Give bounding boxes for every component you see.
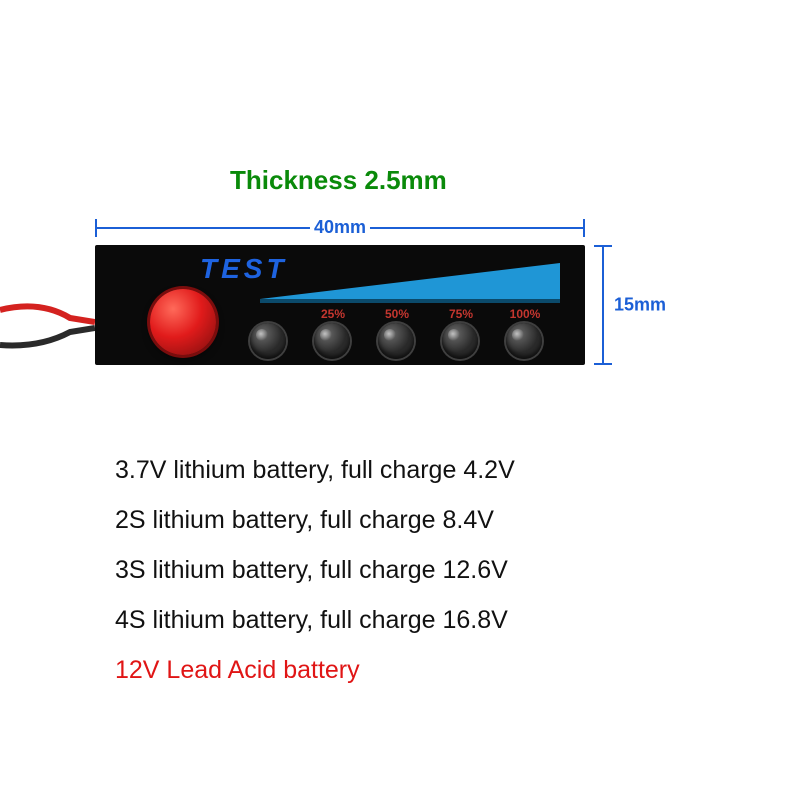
led-indicator — [378, 323, 414, 359]
wire-red — [0, 306, 95, 322]
wires-icon — [0, 300, 95, 350]
thickness-title: Thickness 2.5mm — [230, 165, 447, 196]
width-dim-label: 40mm — [310, 217, 370, 238]
spec-line: 3.7V lithium battery, full charge 4.2V — [115, 445, 515, 495]
percent-label: 50% — [379, 307, 415, 321]
width-dim-tick-left — [95, 219, 97, 237]
wedge-shape — [260, 263, 560, 299]
spec-list: 3.7V lithium battery, full charge 4.2V2S… — [115, 445, 515, 695]
width-dim-tick-right — [583, 219, 585, 237]
height-dimension: 15mm — [590, 245, 650, 365]
height-dim-tick-bottom — [594, 363, 612, 365]
spec-line: 2S lithium battery, full charge 8.4V — [115, 495, 515, 545]
percent-label: 75% — [443, 307, 479, 321]
wedge-shadow — [260, 299, 560, 303]
test-button[interactable] — [150, 289, 216, 355]
spec-line: 3S lithium battery, full charge 12.6V — [115, 545, 515, 595]
wire-black — [0, 328, 95, 345]
led-indicator — [250, 323, 286, 359]
led-indicator — [442, 323, 478, 359]
height-dim-tick-top — [594, 245, 612, 247]
height-dim-label: 15mm — [610, 295, 670, 316]
pcb-board: TEST 25%50%75%100% — [95, 245, 585, 365]
infographic-container: Thickness 2.5mm 40mm TEST 25%50%7 — [0, 0, 800, 800]
height-dim-line — [602, 245, 604, 365]
percent-row: 25% 50% 75% 100% — [315, 307, 543, 321]
led-indicator — [506, 323, 542, 359]
led-indicator — [314, 323, 350, 359]
width-dimension: 40mm — [95, 215, 585, 245]
spec-line: 12V Lead Acid battery — [115, 645, 515, 695]
spec-line: 4S lithium battery, full charge 16.8V — [115, 595, 515, 645]
percent-label: 100% — [507, 307, 543, 321]
led-row — [250, 323, 542, 359]
level-wedge-icon — [260, 263, 560, 303]
percent-label: 25% — [315, 307, 351, 321]
diagram-area: 40mm TEST 25%50%75%100% — [95, 215, 655, 375]
